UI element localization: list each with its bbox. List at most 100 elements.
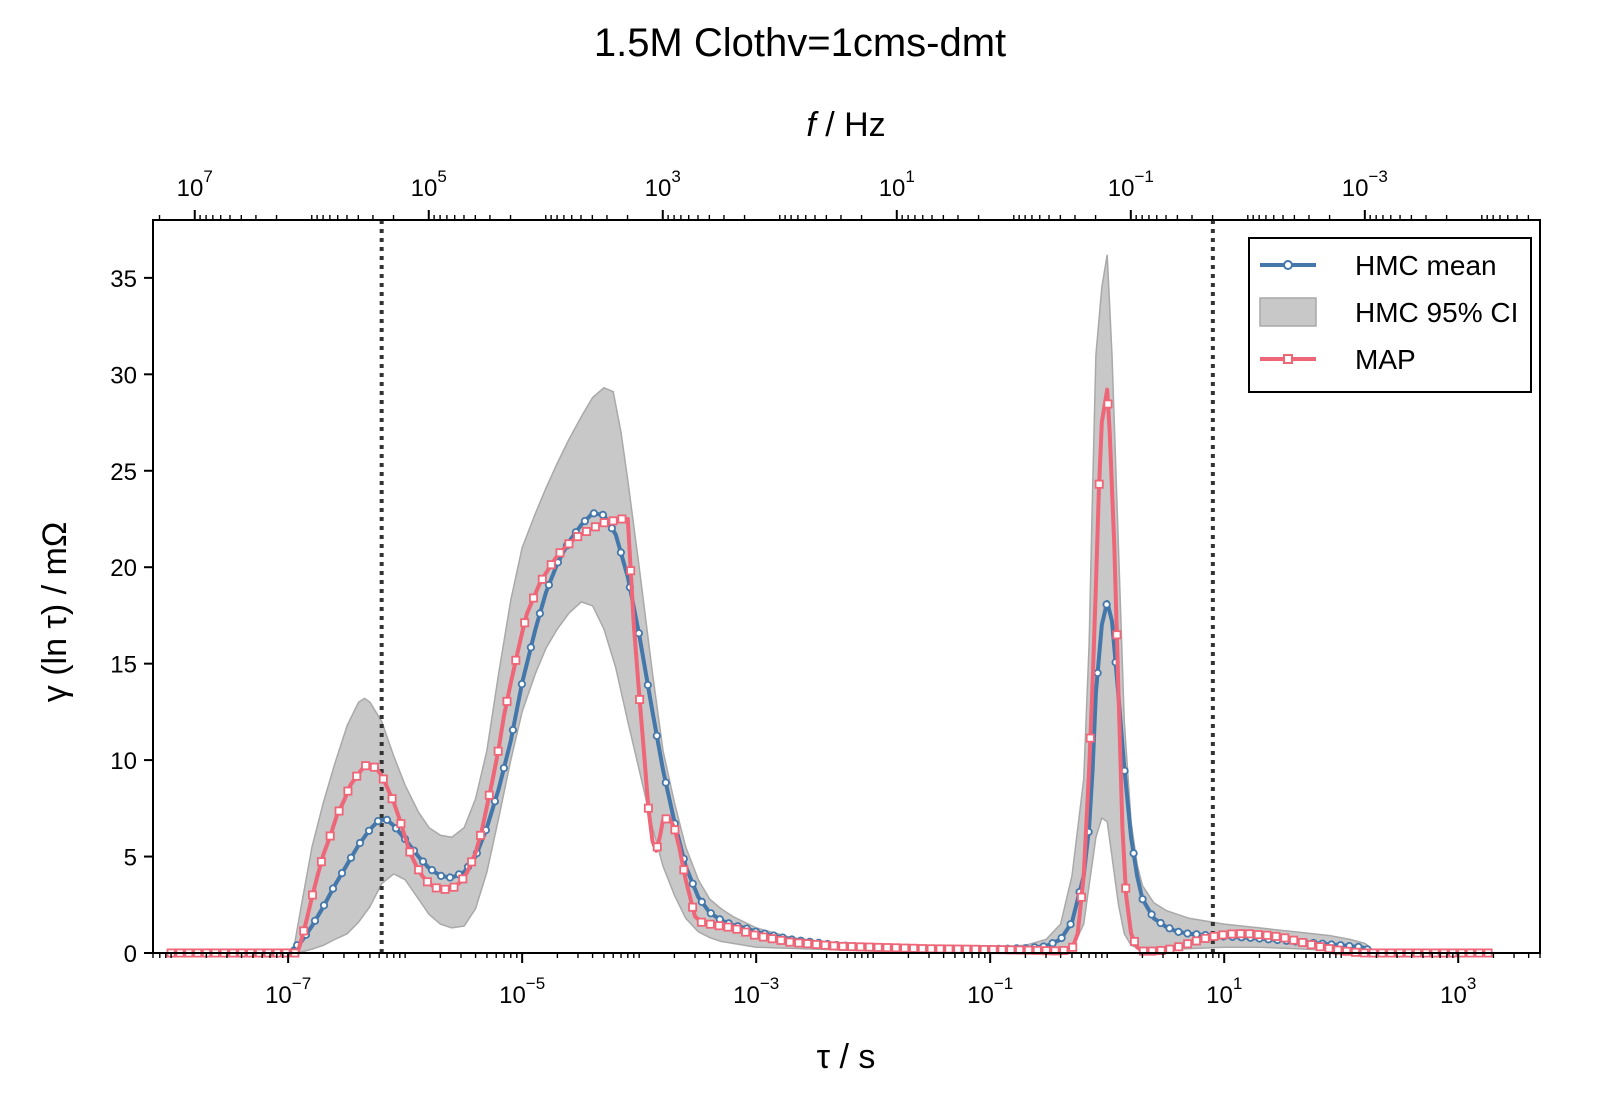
y-tick-label: 0 bbox=[124, 941, 137, 968]
hmc-mean-point bbox=[427, 865, 437, 875]
map-point bbox=[1200, 933, 1210, 943]
legend-ci-label: HMC 95% CI bbox=[1355, 297, 1518, 328]
map-point bbox=[511, 655, 521, 665]
map-point bbox=[1262, 930, 1272, 940]
map-point bbox=[803, 939, 813, 949]
hmc-mean-point bbox=[580, 516, 590, 526]
map-point bbox=[1121, 883, 1131, 893]
hmc-mean-point bbox=[607, 524, 617, 533]
hmc-mean-point bbox=[445, 873, 455, 882]
map-point bbox=[467, 857, 477, 867]
map-point bbox=[1289, 935, 1299, 945]
map-point bbox=[431, 883, 441, 893]
map-point bbox=[564, 539, 574, 549]
map-point bbox=[378, 774, 388, 784]
hmc-mean-point bbox=[544, 580, 554, 590]
map-point bbox=[1218, 930, 1228, 940]
map-point bbox=[458, 874, 468, 884]
map-point bbox=[1077, 892, 1087, 902]
map-point bbox=[696, 917, 706, 927]
hmc-mean-point bbox=[517, 679, 527, 689]
map-point bbox=[962, 944, 972, 954]
map-point bbox=[590, 522, 600, 532]
map-point bbox=[750, 930, 760, 940]
hmc-mean-point bbox=[697, 897, 706, 907]
hmc-mean-point bbox=[706, 909, 715, 918]
map-point bbox=[484, 790, 494, 800]
map-point bbox=[555, 548, 565, 558]
hmc-mean-point bbox=[328, 884, 338, 893]
map-point bbox=[688, 902, 698, 912]
top-x-axis-label: f / Hz bbox=[806, 106, 885, 144]
map-point bbox=[1138, 946, 1148, 956]
hmc-mean-point bbox=[1174, 927, 1183, 937]
map-point bbox=[1253, 930, 1263, 940]
map-point bbox=[405, 847, 415, 857]
hmc-mean-point bbox=[1066, 920, 1075, 929]
map-point bbox=[705, 919, 715, 929]
map-point bbox=[767, 934, 777, 944]
hmc-mean-point bbox=[688, 879, 697, 888]
map-point bbox=[520, 618, 530, 628]
map-point bbox=[387, 794, 397, 804]
map-point bbox=[617, 514, 627, 524]
map-point bbox=[1112, 630, 1122, 640]
y-tick-label: 35 bbox=[110, 266, 137, 293]
hmc-mean-point bbox=[661, 778, 670, 787]
map-point bbox=[440, 884, 450, 894]
map-point bbox=[325, 831, 335, 841]
top-x-tick-label: 101 bbox=[879, 167, 915, 202]
map-point bbox=[732, 924, 742, 934]
y-tick-label: 10 bbox=[110, 748, 137, 775]
hmc-mean-point bbox=[1165, 924, 1174, 933]
map-point bbox=[449, 882, 459, 892]
map-point bbox=[935, 944, 945, 954]
hmc-mean-point bbox=[589, 509, 599, 518]
map-point bbox=[1244, 929, 1254, 939]
hmc-mean-point bbox=[436, 871, 446, 881]
map-point bbox=[652, 842, 662, 852]
hmc-mean-point bbox=[364, 826, 374, 835]
top-x-tick-label: 10−3 bbox=[1342, 167, 1388, 202]
map-point bbox=[475, 830, 485, 840]
hmc-mean-point bbox=[1057, 933, 1066, 943]
map-point bbox=[1227, 929, 1237, 939]
map-point bbox=[1068, 942, 1078, 952]
map-point bbox=[785, 937, 795, 947]
map-point bbox=[679, 865, 689, 875]
map-point bbox=[537, 574, 547, 584]
map-point bbox=[661, 814, 671, 824]
map-point bbox=[352, 771, 362, 781]
map-point bbox=[334, 806, 344, 816]
top-x-tick-label: 105 bbox=[411, 167, 447, 202]
map-point bbox=[1271, 931, 1281, 941]
map-point bbox=[1342, 946, 1352, 956]
hmc-mean-point bbox=[1048, 939, 1057, 948]
legend-ci-swatch bbox=[1259, 297, 1317, 327]
legend-map-label: MAP bbox=[1355, 344, 1416, 375]
map-point bbox=[396, 819, 406, 829]
legend-map-marker bbox=[1283, 354, 1293, 364]
map-point bbox=[1059, 946, 1069, 956]
hmc-mean-point bbox=[1156, 918, 1165, 928]
axis-ticks: 0 5 10 15 20 25 30 35 10−7 10−5 10−3 10−1 101 103 107 1… bbox=[110, 167, 1541, 1009]
x-tick-label: 103 bbox=[1440, 974, 1476, 1009]
map-point bbox=[670, 825, 680, 835]
hmc-mean-point bbox=[373, 816, 383, 826]
hmc-mean-point bbox=[310, 916, 320, 925]
map-point bbox=[864, 942, 874, 952]
y-tick-label: 25 bbox=[110, 459, 137, 486]
hmc-mean-point bbox=[319, 901, 329, 910]
map-point bbox=[1050, 946, 1060, 956]
map-point bbox=[608, 516, 618, 526]
map-point bbox=[1183, 939, 1193, 949]
hmc-mean-point bbox=[652, 731, 661, 740]
map-point bbox=[794, 938, 804, 948]
map-point bbox=[873, 942, 883, 952]
map-point bbox=[856, 942, 866, 952]
map-point bbox=[1130, 937, 1140, 947]
hmc-mean-point bbox=[418, 857, 428, 866]
top-x-tick-label: 10−1 bbox=[1108, 167, 1154, 202]
map-point bbox=[829, 941, 839, 951]
